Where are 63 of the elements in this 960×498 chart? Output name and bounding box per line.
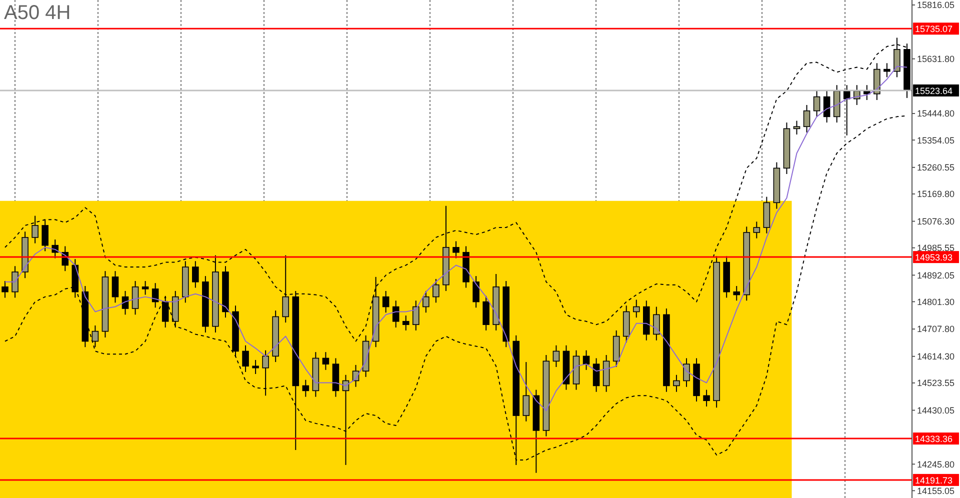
candlestick (823, 90, 830, 124)
candlestick (733, 285, 740, 302)
candlestick (552, 344, 560, 368)
candlestick (192, 260, 199, 288)
y-tick-label: 15816.05 (917, 0, 955, 10)
candlestick (592, 358, 600, 392)
candlestick (472, 276, 480, 308)
candlestick (432, 278, 440, 304)
candlestick (522, 362, 530, 422)
y-tick-label: 14892.05 (917, 270, 955, 280)
y-tick-label: 14155.05 (917, 486, 955, 496)
candlestick (582, 350, 590, 370)
candlestick (653, 306, 660, 341)
candlestick (12, 266, 18, 298)
candlestick (412, 300, 420, 331)
candlestick (793, 120, 800, 136)
candlestick (162, 295, 169, 328)
y-tick-label: 14985.55 (917, 243, 955, 254)
y-tick-label: 15631.80 (917, 54, 955, 64)
ref-line-label: 15735.07 (915, 24, 953, 34)
ref-line-label: 14953.93 (915, 252, 953, 263)
y-tick-label: 14245.80 (917, 459, 955, 470)
candlestick (673, 374, 680, 392)
candlestick (632, 299, 640, 318)
candlestick (683, 358, 690, 388)
candlestick (92, 324, 99, 348)
candlestick (32, 215, 38, 244)
candlestick (482, 295, 490, 331)
y-tick-label: 15260.55 (917, 162, 955, 173)
candlestick (422, 290, 430, 314)
y-tick-label: 14801.30 (917, 296, 955, 307)
candlestick (252, 359, 259, 375)
candlestick (142, 280, 149, 296)
candlestick (382, 290, 390, 314)
chart-title: A50 4H (4, 2, 71, 25)
y-tick-label: 14614.30 (917, 352, 955, 362)
y-tick-label: 15354.05 (917, 135, 955, 146)
candlestick (42, 219, 48, 252)
candlestick (452, 240, 460, 259)
y-tick-label: 15169.80 (917, 189, 955, 200)
y-tick-label: 14707.80 (917, 324, 955, 334)
candlestick (402, 315, 410, 331)
ref-line-label: 15523.64 (915, 86, 953, 96)
ref-line-label: 14191.73 (915, 475, 953, 486)
candlestick (282, 254, 290, 324)
candlestick (703, 389, 710, 407)
candlestick (262, 350, 269, 396)
y-tick-label: 15444.80 (917, 108, 955, 119)
y-tick-label: 14523.55 (917, 378, 955, 388)
y-tick-label: 15076.30 (917, 216, 955, 226)
candlestick (803, 104, 810, 133)
candlestick (2, 280, 8, 298)
ref-line-label: 14333.36 (915, 434, 953, 444)
candlestick (132, 280, 139, 316)
candlestick (884, 62, 890, 78)
candlestick (392, 300, 400, 328)
candlestick (322, 352, 330, 370)
candlestick (112, 270, 119, 304)
candlestick (302, 379, 310, 398)
candlestick (813, 90, 820, 118)
candlestick (753, 221, 760, 239)
candlestick (242, 344, 249, 372)
y-tick-label: 14430.05 (917, 405, 955, 416)
